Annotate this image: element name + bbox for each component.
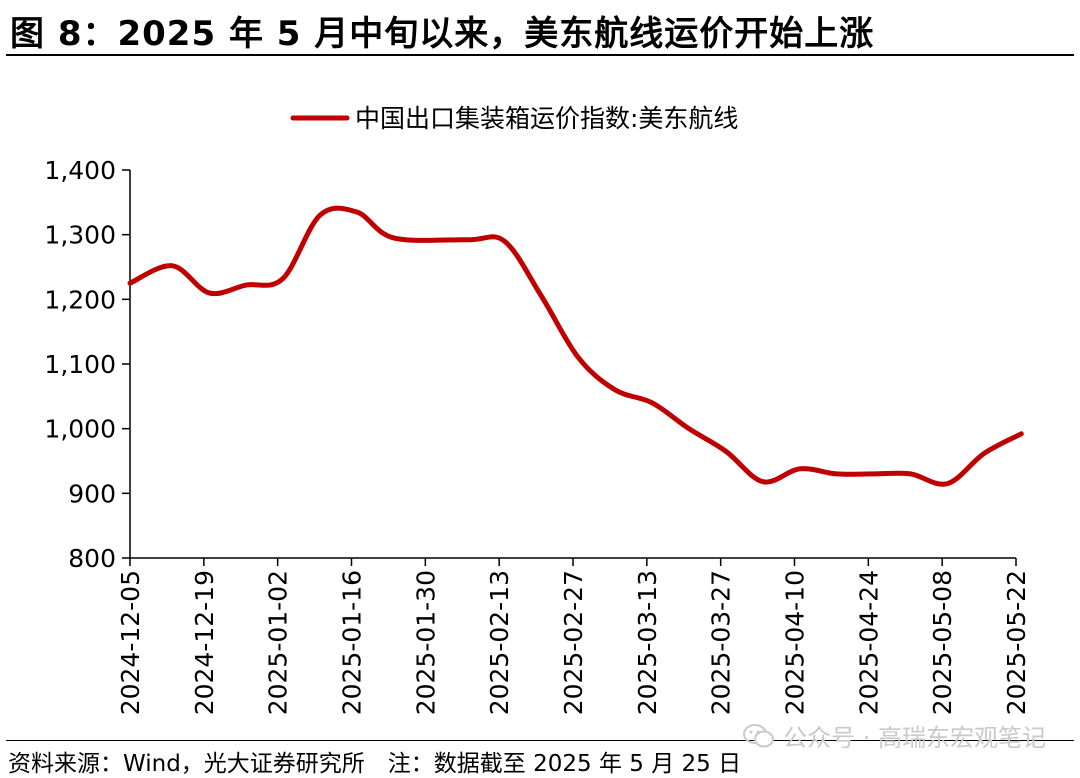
x-tick-label: 2025-04-24 bbox=[854, 570, 883, 715]
x-tick-label: 2025-01-02 bbox=[264, 570, 293, 715]
x-tick-label: 2025-05-22 bbox=[1002, 570, 1031, 715]
y-tick-label: 1,200 bbox=[44, 285, 116, 314]
series-line-us-east bbox=[127, 205, 1024, 487]
x-tick-label: 2025-01-30 bbox=[411, 570, 440, 715]
y-tick-label: 1,100 bbox=[44, 350, 116, 379]
x-tick-label: 2025-02-27 bbox=[559, 570, 588, 715]
series-layer bbox=[127, 205, 1024, 487]
x-tick-label: 2024-12-05 bbox=[116, 570, 145, 715]
figure-title: 图 8：2025 年 5 月中旬以来，美东航线运价开始上涨 bbox=[10, 14, 875, 54]
x-tick-label: 2025-01-16 bbox=[338, 570, 367, 715]
x-tick-label: 2025-02-13 bbox=[485, 570, 514, 715]
y-tick-label: 1,400 bbox=[44, 156, 116, 185]
legend-label: 中国出口集装箱运价指数:美东航线 bbox=[355, 104, 738, 133]
y-tick-label: 900 bbox=[68, 479, 116, 508]
title-rule bbox=[6, 54, 1074, 56]
x-tick-label: 2025-04-10 bbox=[781, 570, 810, 715]
x-tick-label: 2025-05-08 bbox=[928, 570, 957, 715]
y-axis: 800 900 1,000 1,100 1,200 1,300 1,400 bbox=[44, 156, 131, 573]
chart-legend: 中国出口集装箱运价指数:美东航线 bbox=[290, 104, 738, 133]
x-tick-label: 2025-03-13 bbox=[633, 570, 662, 715]
source-note: 资料来源：Wind，光大证券研究所 注：数据截至 2025 年 5 月 25 日 bbox=[8, 751, 742, 777]
footer-rule bbox=[6, 740, 1074, 741]
wechat-icon bbox=[743, 723, 775, 747]
y-tick-label: 800 bbox=[68, 544, 116, 573]
watermark: 公众号 · 高瑞东宏观笔记 bbox=[743, 718, 1046, 753]
x-axis: 2024-12-05 2024-12-19 2025-01-02 2025-01-16… bbox=[116, 557, 1031, 715]
y-tick-label: 1,000 bbox=[44, 415, 116, 444]
watermark-text: 公众号 · 高瑞东宏观笔记 bbox=[783, 724, 1046, 752]
x-tick-label: 2025-03-27 bbox=[707, 570, 736, 715]
y-tick-label: 1,300 bbox=[44, 221, 116, 250]
x-tick-label: 2024-12-19 bbox=[190, 570, 219, 715]
